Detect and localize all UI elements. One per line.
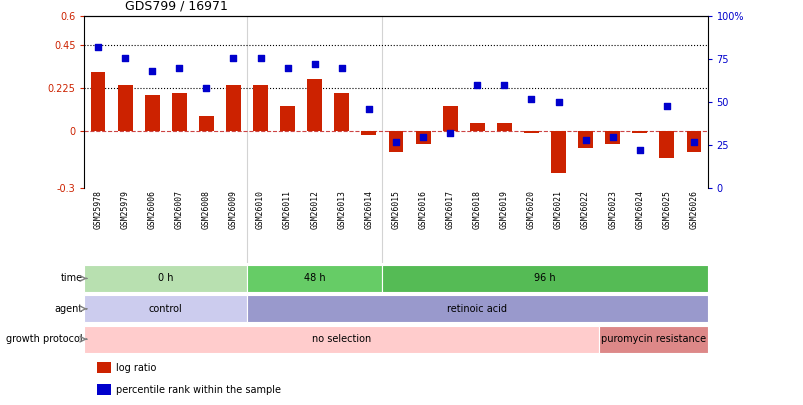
Bar — [524, 131, 538, 133]
Point — [633, 147, 646, 153]
Bar — [496, 123, 512, 131]
Text: 48 h: 48 h — [304, 273, 325, 283]
Point — [226, 54, 239, 61]
Point — [416, 134, 429, 140]
Text: GSM25979: GSM25979 — [120, 190, 129, 229]
Bar — [91, 72, 105, 131]
Bar — [226, 85, 241, 131]
Point — [281, 64, 294, 71]
Text: GSM26009: GSM26009 — [229, 190, 238, 229]
Text: retinoic acid: retinoic acid — [446, 304, 507, 314]
Bar — [469, 123, 484, 131]
Text: GSM26011: GSM26011 — [283, 190, 291, 229]
Point — [119, 54, 132, 61]
Text: no selection: no selection — [312, 334, 371, 344]
Text: GSM26010: GSM26010 — [255, 190, 265, 229]
Bar — [253, 85, 267, 131]
Text: percentile rank within the sample: percentile rank within the sample — [116, 385, 280, 395]
Text: 0 h: 0 h — [157, 273, 173, 283]
Point — [173, 64, 185, 71]
Point — [389, 139, 402, 145]
Text: GSM26017: GSM26017 — [445, 190, 454, 229]
Text: puromycin resistance: puromycin resistance — [600, 334, 705, 344]
Bar — [658, 131, 674, 158]
Text: time: time — [61, 273, 83, 283]
Text: growth protocol: growth protocol — [6, 334, 83, 344]
Text: GSM26023: GSM26023 — [607, 190, 617, 229]
Point — [308, 61, 320, 68]
Bar — [84, 326, 598, 353]
Bar — [247, 265, 382, 292]
Point — [92, 44, 104, 51]
Bar — [145, 95, 160, 131]
Bar — [550, 131, 565, 173]
Bar — [577, 131, 593, 148]
Text: GSM26008: GSM26008 — [202, 190, 210, 229]
Text: GSM25978: GSM25978 — [93, 190, 102, 229]
Bar — [361, 131, 376, 135]
Point — [524, 96, 537, 102]
Bar — [84, 295, 247, 322]
Text: GSM26013: GSM26013 — [337, 190, 346, 229]
Point — [687, 139, 699, 145]
Text: GDS799 / 16971: GDS799 / 16971 — [124, 0, 227, 12]
Point — [578, 137, 591, 143]
Bar — [279, 106, 295, 131]
Bar — [247, 295, 707, 322]
Bar — [415, 131, 430, 144]
Text: log ratio: log ratio — [116, 362, 156, 373]
Point — [362, 106, 375, 112]
Point — [552, 99, 565, 105]
Text: GSM26014: GSM26014 — [364, 190, 373, 229]
Bar — [388, 131, 403, 152]
Text: GSM26026: GSM26026 — [689, 190, 698, 229]
Text: GSM26024: GSM26024 — [634, 190, 643, 229]
Bar — [117, 85, 132, 131]
Text: GSM26022: GSM26022 — [581, 190, 589, 229]
Text: GSM26018: GSM26018 — [472, 190, 481, 229]
Point — [200, 85, 213, 92]
Point — [497, 82, 510, 88]
Bar — [442, 106, 457, 131]
Text: 96 h: 96 h — [533, 273, 555, 283]
Text: GSM26016: GSM26016 — [418, 190, 427, 229]
Text: agent: agent — [55, 304, 83, 314]
Point — [471, 82, 483, 88]
Text: GSM26020: GSM26020 — [526, 190, 536, 229]
Bar — [605, 131, 619, 144]
Text: GSM26025: GSM26025 — [662, 190, 671, 229]
Point — [605, 134, 618, 140]
Text: GSM26006: GSM26006 — [148, 190, 157, 229]
Bar — [307, 79, 322, 131]
Bar — [97, 384, 111, 395]
Bar — [334, 93, 349, 131]
Bar — [198, 116, 214, 131]
Point — [659, 102, 672, 109]
Text: GSM26021: GSM26021 — [553, 190, 562, 229]
Bar — [598, 326, 707, 353]
Bar — [172, 93, 186, 131]
Point — [254, 54, 267, 61]
Text: GSM26007: GSM26007 — [174, 190, 184, 229]
Bar — [84, 265, 247, 292]
Bar — [631, 131, 646, 133]
Text: control: control — [149, 304, 182, 314]
Bar — [382, 265, 707, 292]
Text: GSM26012: GSM26012 — [310, 190, 319, 229]
Bar — [97, 362, 111, 373]
Point — [335, 64, 348, 71]
Point — [145, 68, 158, 75]
Bar — [686, 131, 700, 152]
Point — [443, 130, 456, 136]
Text: GSM26015: GSM26015 — [391, 190, 400, 229]
Text: GSM26019: GSM26019 — [499, 190, 508, 229]
